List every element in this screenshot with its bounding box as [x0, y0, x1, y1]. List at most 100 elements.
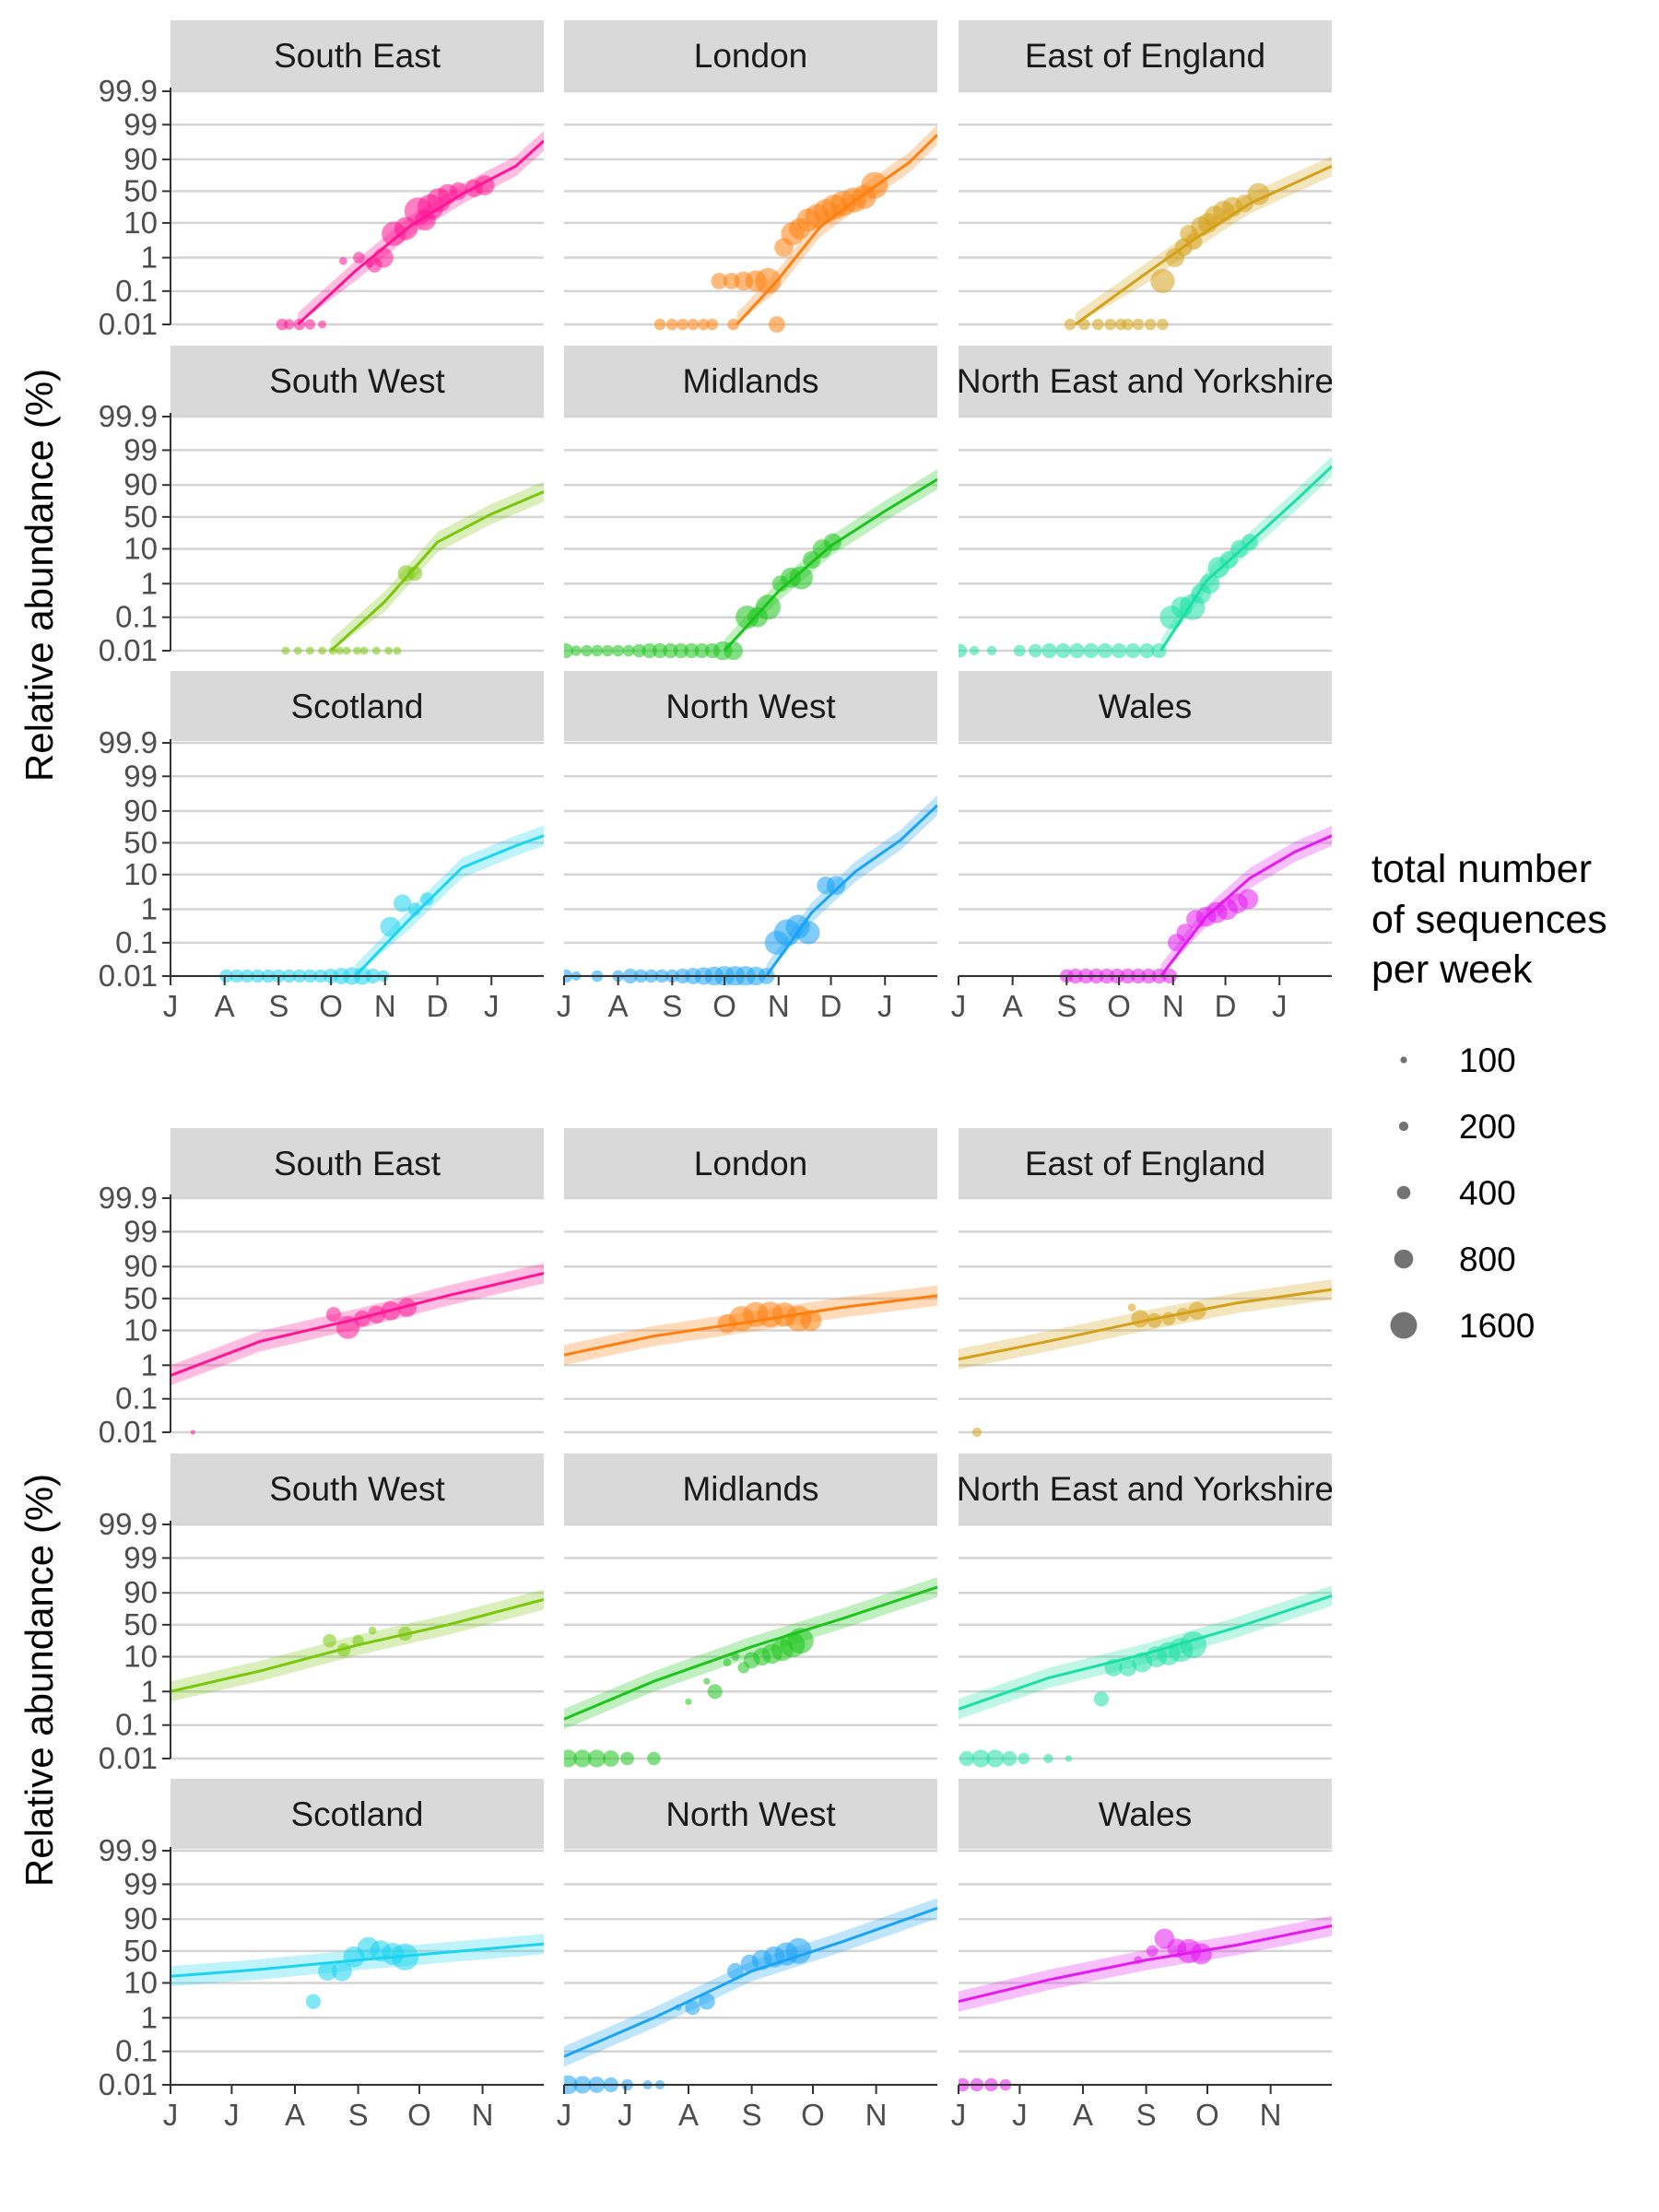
size-legend: total number of sequences per week 100 200 40…	[1371, 847, 1607, 1345]
y-tick-label: 99	[124, 1540, 158, 1574]
x-tick-label: J	[557, 989, 572, 1023]
data-point	[971, 1427, 982, 1438]
y-tick-label: 0.1	[115, 274, 158, 308]
y-tick-label: 99.9	[99, 1507, 158, 1541]
data-point	[306, 646, 314, 655]
y-tick-label: 90	[124, 1901, 158, 1936]
x-tick-label: J	[951, 989, 967, 1023]
y-tick-label: 50	[124, 500, 158, 534]
data-point	[711, 273, 728, 289]
legend-key	[1394, 1249, 1414, 1269]
x-tick-label: J	[224, 2098, 240, 2132]
data-point	[959, 1750, 974, 1767]
y-tick-label: 0.1	[115, 2034, 158, 2068]
data-point	[381, 1300, 401, 1321]
legend-label: 400	[1459, 1174, 1516, 1212]
data-point	[371, 646, 381, 655]
data-point	[406, 566, 423, 582]
data-point	[1104, 1658, 1123, 1677]
data-point	[364, 258, 374, 268]
legend-label: 100	[1459, 1041, 1516, 1079]
y-tick-label: 0.1	[115, 1708, 158, 1742]
data-point	[1065, 1755, 1073, 1762]
data-point	[1176, 1307, 1190, 1322]
x-tick-label: S	[662, 989, 682, 1023]
facet-strip	[171, 20, 544, 90]
data-point	[687, 318, 700, 331]
data-point	[622, 644, 635, 657]
y-axis-title: Relative abundance (%)	[18, 369, 61, 782]
data-point	[699, 1993, 715, 2010]
data-point	[1093, 1691, 1109, 1707]
data-point	[727, 1962, 744, 1980]
data-point	[305, 1994, 321, 2009]
data-point	[393, 646, 402, 655]
y-tick-label: 0.01	[99, 959, 158, 993]
data-point	[318, 646, 326, 655]
x-tick-label: J	[163, 2098, 179, 2132]
data-point	[723, 1658, 732, 1666]
data-point	[602, 644, 614, 657]
data-point	[663, 642, 678, 659]
data-point	[1199, 573, 1220, 594]
data-point	[675, 2004, 682, 2011]
confidence-band	[736, 124, 937, 324]
x-tick-label: O	[1107, 989, 1131, 1023]
data-point	[293, 646, 302, 655]
confidence-band	[331, 481, 544, 651]
data-point	[1112, 642, 1127, 659]
y-tick-label: 99	[124, 759, 158, 793]
data-point	[419, 892, 434, 906]
data-point	[959, 643, 968, 658]
data-point	[573, 1749, 592, 1768]
chart-group-lower: Relative abundance (%)South East99.99990…	[18, 1128, 1334, 2132]
data-point	[971, 1749, 990, 1768]
y-tick-label: 0.01	[99, 307, 158, 341]
y-tick-label: 90	[124, 467, 158, 501]
facet-label: South East	[274, 37, 441, 75]
panel-east-of-england: East of England	[959, 20, 1332, 331]
data-point	[673, 642, 688, 659]
data-point	[335, 1315, 360, 1339]
data-point	[620, 1751, 634, 1766]
legend-title-line: of sequences	[1371, 898, 1607, 942]
data-point	[328, 646, 337, 655]
data-point	[1078, 318, 1090, 331]
data-point	[826, 876, 846, 895]
data-point	[564, 1749, 577, 1768]
y-tick-label: 50	[124, 1934, 158, 1968]
data-point	[354, 1310, 371, 1327]
facet-label: London	[694, 37, 807, 75]
data-point	[1147, 1312, 1162, 1328]
data-point	[339, 256, 347, 265]
panel-north-east-and-yorkshire: North East and Yorkshire	[959, 346, 1332, 659]
x-tick-label: N	[1162, 989, 1184, 1023]
y-tick-label: 99	[124, 1866, 158, 1900]
data-point	[986, 1749, 1005, 1768]
data-point	[1002, 1750, 1018, 1767]
data-point	[1132, 318, 1145, 331]
data-point	[787, 1628, 814, 1654]
facet-label: North East and Yorkshire	[957, 1470, 1334, 1508]
data-point	[1238, 888, 1259, 910]
x-tick-label: S	[1136, 2098, 1157, 2132]
data-point	[1139, 642, 1155, 659]
facet-strip	[564, 1128, 937, 1198]
data-point	[724, 641, 743, 660]
x-tick-label: J	[951, 2098, 967, 2132]
data-point	[1144, 318, 1157, 331]
y-tick-label: 90	[124, 794, 158, 828]
x-tick-label: J	[618, 2098, 633, 2132]
data-point	[698, 318, 710, 331]
data-point	[293, 318, 306, 331]
fit-line	[959, 1924, 1332, 2004]
data-point	[1064, 318, 1077, 331]
panel-wales: Wales J J A S O N	[951, 1779, 1332, 2132]
data-point	[1150, 268, 1175, 293]
data-point	[1097, 642, 1113, 659]
data-point	[612, 644, 624, 657]
data-point	[1247, 182, 1270, 206]
